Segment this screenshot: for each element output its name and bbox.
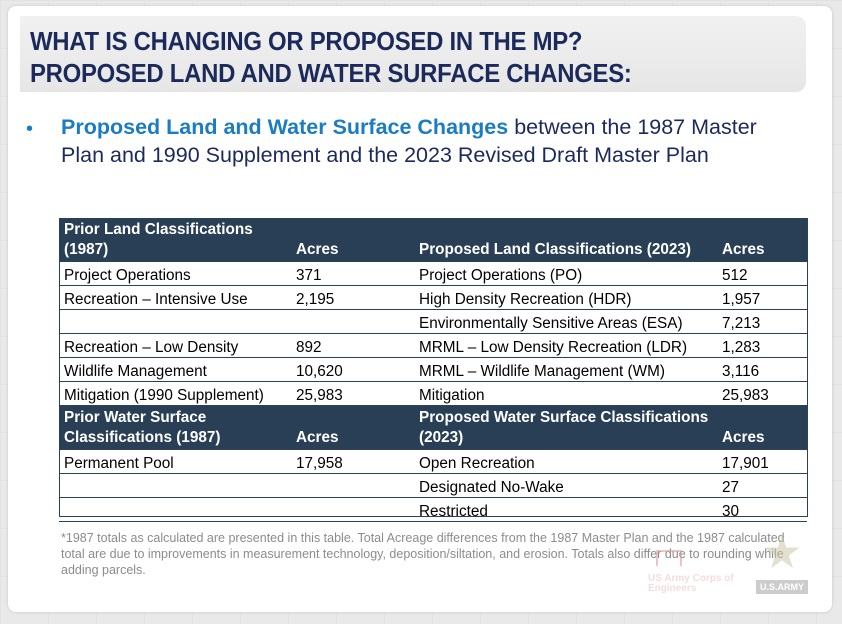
prior-acres: 17,958 xyxy=(291,449,414,474)
proposed-acres: 30 xyxy=(717,497,807,522)
proposed-acres: 25,983 xyxy=(717,381,807,406)
usace-logo-text: US Army Corps of Engineers xyxy=(648,573,734,594)
bullet-text: Proposed Land and Water Surface Changes … xyxy=(61,113,791,169)
prior-class: Permanent Pool xyxy=(59,449,291,474)
proposed-class: Restricted xyxy=(414,497,717,522)
proposed-class: MRML – Low Density Recreation (LDR) xyxy=(414,333,717,358)
water-prior-acres-header: Acres xyxy=(291,405,414,450)
classification-table-body: Prior Land Classifications (1987) Acres … xyxy=(59,218,807,522)
land-row: Recreation – Low Density 892 MRML – Low … xyxy=(59,333,807,358)
proposed-acres: 7,213 xyxy=(717,309,807,334)
prior-class: Recreation – Intensive Use xyxy=(59,285,291,310)
proposed-acres: 1,283 xyxy=(717,333,807,358)
footnote: *1987 totals as calculated are presented… xyxy=(61,531,785,577)
prior-acres: 10,620 xyxy=(291,357,414,382)
proposed-acres: 3,116 xyxy=(717,357,807,382)
us-army-logo-text: U.S.ARMY xyxy=(756,580,808,594)
land-row: Environmentally Sensitive Areas (ESA) 7,… xyxy=(59,309,807,334)
land-header-row: Prior Land Classifications (1987) Acres … xyxy=(59,218,807,262)
proposed-class: Environmentally Sensitive Areas (ESA) xyxy=(414,309,717,334)
prior-acres: 892 xyxy=(291,333,414,358)
land-proposed-acres-header: Acres xyxy=(717,218,807,262)
bullet-rest: between the 1987 Master Plan and 1990 Su… xyxy=(61,115,757,167)
prior-acres: 371 xyxy=(291,261,414,286)
water-prior-header: Prior Water Surface Classifications (198… xyxy=(59,405,291,450)
proposed-class: Project Operations (PO) xyxy=(414,261,717,286)
us-army-logo: ★ U.S.ARMY xyxy=(756,528,808,598)
header-bar xyxy=(20,16,806,92)
usace-logo: US Army Corps of Engineers xyxy=(648,548,738,598)
classification-table: Prior Land Classifications (1987) Acres … xyxy=(59,218,807,522)
land-proposed-header: Proposed Land Classifications (2023) xyxy=(414,218,717,262)
land-row: Project Operations 371 Project Operation… xyxy=(59,261,807,286)
prior-acres xyxy=(291,473,414,498)
castle-icon xyxy=(656,550,682,566)
proposed-acres: 1,957 xyxy=(717,285,807,310)
land-row: Recreation – Intensive Use 2,195 High De… xyxy=(59,285,807,310)
prior-acres: 25,983 xyxy=(291,381,414,406)
water-proposed-header: Proposed Water Surface Classifications (… xyxy=(414,405,717,450)
land-prior-acres-header: Acres xyxy=(291,218,414,262)
prior-class xyxy=(59,309,291,334)
proposed-class: High Density Recreation (HDR) xyxy=(414,285,717,310)
slide-title-line-1: WHAT IS CHANGING OR PROPOSED IN THE MP? xyxy=(30,26,583,56)
water-proposed-acres-header: Acres xyxy=(717,405,807,450)
proposed-acres: 27 xyxy=(717,473,807,498)
prior-class: Mitigation (1990 Supplement) xyxy=(59,381,291,406)
bullet-highlight: Proposed Land and Water Surface Changes xyxy=(61,115,509,139)
proposed-class: Mitigation xyxy=(414,381,717,406)
water-row: Designated No-Wake 27 xyxy=(59,473,807,498)
prior-class: Wildlife Management xyxy=(59,357,291,382)
proposed-class: Designated No-Wake xyxy=(414,473,717,498)
water-header-row: Prior Water Surface Classifications (198… xyxy=(59,405,807,450)
prior-acres xyxy=(291,497,414,522)
water-row: Restricted 30 xyxy=(59,497,807,522)
land-row: Wildlife Management 10,620 MRML – Wildli… xyxy=(59,357,807,382)
star-icon: ★ xyxy=(761,526,803,578)
bullet-icon: • xyxy=(26,118,34,140)
prior-acres: 2,195 xyxy=(291,285,414,310)
proposed-acres: 512 xyxy=(717,261,807,286)
prior-class xyxy=(59,497,291,522)
prior-acres xyxy=(291,309,414,334)
prior-class: Recreation – Low Density xyxy=(59,333,291,358)
proposed-acres: 17,901 xyxy=(717,449,807,474)
prior-class xyxy=(59,473,291,498)
proposed-class: MRML – Wildlife Management (WM) xyxy=(414,357,717,382)
water-row: Permanent Pool 17,958 Open Recreation 17… xyxy=(59,449,807,474)
proposed-class: Open Recreation xyxy=(414,449,717,474)
land-row: Mitigation (1990 Supplement) 25,983 Miti… xyxy=(59,381,807,406)
slide-title-line-2: PROPOSED LAND AND WATER SURFACE CHANGES: xyxy=(30,58,632,88)
prior-class: Project Operations xyxy=(59,261,291,286)
land-prior-header: Prior Land Classifications (1987) xyxy=(59,218,291,262)
